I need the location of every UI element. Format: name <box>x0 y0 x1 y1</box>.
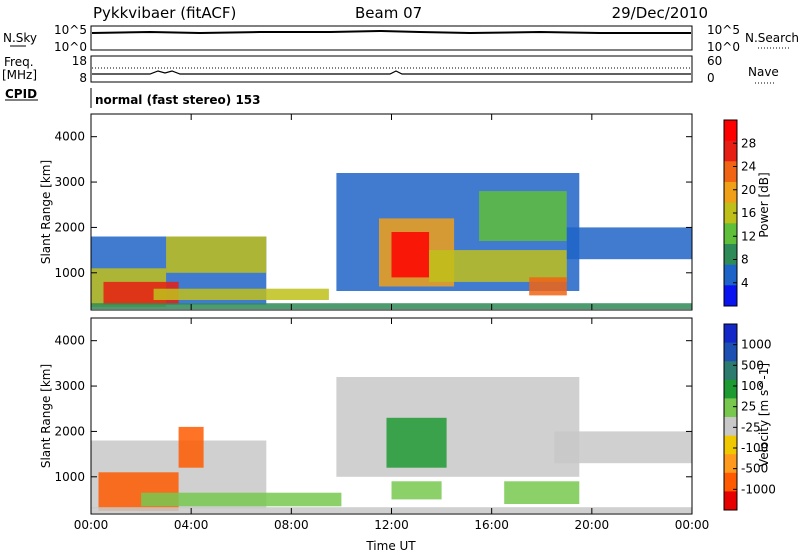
power-colorbar-swatch-8 <box>724 285 737 307</box>
power-region-11 <box>529 277 567 296</box>
power-colorbar-swatch-0 <box>724 120 737 142</box>
velocity-colorbar-frame <box>723 323 738 511</box>
velocity-colorbar-swatch-8 <box>724 472 737 492</box>
nave-label: Nave <box>748 65 779 79</box>
power-region-4 <box>153 288 329 300</box>
velocity-colorbar-swatch-9 <box>724 491 737 511</box>
nsky-tick-top: 10^5 <box>54 23 87 37</box>
velocity-region-3 <box>141 492 342 507</box>
nave-tick-bottom: 0 <box>707 71 715 85</box>
power-colorbar-tick-label-1: 24 <box>741 160 756 174</box>
nsearch-label: N.Search <box>745 31 799 45</box>
nsearch-tick-bottom: 10^0 <box>707 40 740 54</box>
power-colorbar-swatch-4 <box>724 202 737 224</box>
freq-label: Freq. <box>4 55 34 69</box>
velocity-colorbar-swatch-2 <box>724 361 737 381</box>
velocity-region-5 <box>386 417 447 468</box>
nsky-trace <box>91 29 691 35</box>
velocity-colorbar-label: Velocity [m s^-1] <box>757 363 771 467</box>
power-region-3 <box>166 236 267 273</box>
velocity-colorbar-tick-label-2: 100 <box>741 379 764 393</box>
power-colorbar-swatch-5 <box>724 223 737 245</box>
velocity-colorbar-swatch-4 <box>724 398 737 418</box>
power-heatmap <box>91 173 692 310</box>
power-region-8 <box>391 232 430 278</box>
velocity-colorbar: 1000 500 100 25 -25 -100 -500 -1000 <box>723 323 776 511</box>
velocity-colorbar-tick-label-7: -1000 <box>741 482 776 496</box>
velocity-region-6 <box>391 481 442 500</box>
cpid-label: CPID <box>5 87 37 101</box>
x-tick-label-1: 04:00 <box>174 518 209 532</box>
velocity-colorbar-swatch-6 <box>724 435 737 455</box>
freq-unit: [MHz] <box>2 68 37 82</box>
freq-panel <box>90 55 693 83</box>
freq-tick-top: 18 <box>72 54 87 68</box>
power-y-tick-label-1: 2000 <box>54 220 85 234</box>
cpid-text: normal (fast stereo) 153 <box>95 93 261 107</box>
nsearch-tick-top: 10^5 <box>707 23 740 37</box>
velocity-colorbar-tick-label-0: 1000 <box>741 338 772 352</box>
power-colorbar-swatch-2 <box>724 161 737 183</box>
beam-title: Beam 07 <box>355 4 422 22</box>
station-title: Pykkvibaer (fitACF) <box>93 4 236 22</box>
power-y-tick-label-2: 3000 <box>54 175 85 189</box>
velocity-colorbar-tick-label-3: 25 <box>741 400 756 414</box>
power-colorbar-tick-label-2: 20 <box>741 183 756 197</box>
power-y-tick-label-0: 1000 <box>54 266 85 280</box>
power-colorbar-tick-label-4: 12 <box>741 229 756 243</box>
power-region-10 <box>479 191 567 241</box>
velocity-colorbar-swatch-5 <box>724 417 737 437</box>
power-colorbar: 28 24 20 16 12 8 4 <box>723 119 756 307</box>
power-colorbar-tick-label-5: 8 <box>741 253 749 267</box>
velocity-y-tick-label-3: 4000 <box>54 334 85 348</box>
x-tick-label-4: 16:00 <box>474 518 509 532</box>
x-tick-label-6: 00:00 <box>675 518 710 532</box>
power-y-tick-label-3: 4000 <box>54 130 85 144</box>
nave-tick-top: 60 <box>707 54 722 68</box>
power-region-12 <box>566 227 692 260</box>
velocity-axes: 00:00 04:00 08:00 12:00 16:00 20:00 00:00 1000 2… <box>39 318 709 532</box>
velocity-region-8 <box>554 431 692 464</box>
power-colorbar-label: Power [dB] <box>757 172 771 237</box>
x-tick-label-2: 08:00 <box>274 518 309 532</box>
power-axes: 1000 2000 3000 4000 Slant Range [km] <box>39 114 693 310</box>
velocity-colorbar-swatch-1 <box>724 342 737 362</box>
x-axis-label: Time UT <box>365 539 416 553</box>
power-colorbar-tick-label-6: 4 <box>741 276 749 290</box>
velocity-colorbar-tick-label-1: 500 <box>741 358 764 372</box>
power-region-9 <box>429 250 567 282</box>
velocity-colorbar-tick-label-4: -25 <box>741 420 761 434</box>
velocity-y-tick-label-1: 2000 <box>54 424 85 438</box>
nsky-tick-bottom: 10^0 <box>54 40 87 54</box>
power-colorbar-tick-label-0: 28 <box>741 136 756 150</box>
power-colorbar-swatch-1 <box>724 140 737 162</box>
velocity-region-4 <box>336 377 580 477</box>
velocity-colorbar-swatch-7 <box>724 454 737 474</box>
velocity-y-tick-label-2: 3000 <box>54 379 85 393</box>
power-colorbar-swatch-3 <box>724 182 737 204</box>
power-colorbar-tick-label-3: 16 <box>741 206 756 220</box>
power-colorbar-swatch-7 <box>724 264 737 286</box>
velocity-colorbar-tick-label-6: -500 <box>741 462 768 476</box>
velocity-colorbar-swatch-3 <box>724 379 737 399</box>
velocity-colorbar-swatch-0 <box>724 324 737 344</box>
date-title: 29/Dec/2010 <box>612 4 708 22</box>
nsky-panel <box>90 25 693 51</box>
nsky-label: N.Sky <box>3 31 37 45</box>
x-tick-label-5: 20:00 <box>575 518 610 532</box>
velocity-region-7 <box>504 481 580 504</box>
power-colorbar-swatch-6 <box>724 244 737 266</box>
velocity-colorbar-tick-label-5: -100 <box>741 441 768 455</box>
x-tick-label-3: 12:00 <box>374 518 409 532</box>
freq-trace <box>92 70 691 75</box>
velocity-y-axis-label: Slant Range [km] <box>39 364 53 468</box>
velocity-y-tick-label-0: 1000 <box>54 470 85 484</box>
x-tick-label-0: 00:00 <box>74 518 109 532</box>
power-y-axis-label: Slant Range [km] <box>39 160 53 264</box>
velocity-region-2 <box>178 426 204 468</box>
freq-tick-bottom: 8 <box>79 71 87 85</box>
